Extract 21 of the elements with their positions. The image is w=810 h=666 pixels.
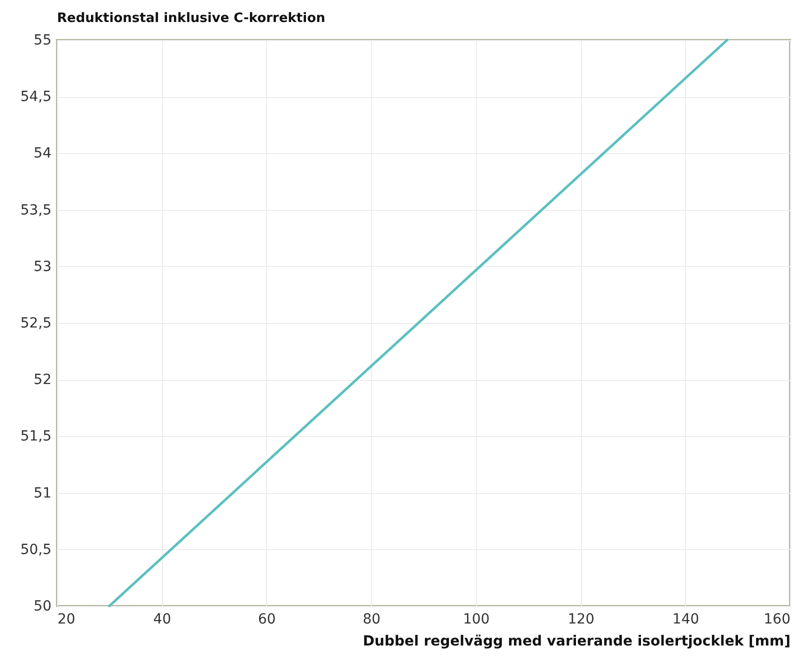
- y-tick-label: 53: [34, 258, 52, 275]
- chart-title: Reduktionstal inklusive C-korrektion: [57, 11, 326, 26]
- x-tick-label: 40: [153, 612, 172, 628]
- x-tick-label: 80: [362, 612, 381, 628]
- x-tick-label: 140: [672, 612, 700, 628]
- y-tick-label: 51,5: [20, 428, 52, 445]
- x-tick-label: 120: [568, 612, 594, 628]
- x-axis-title: Dubbel regelvägg med varierande isolertjocklek [mm]: [362, 634, 790, 650]
- x-tick-label: 20: [58, 612, 76, 628]
- y-tick-label: 54: [34, 146, 52, 162]
- y-tick-label: 52,5: [20, 316, 52, 332]
- y-tick-label: 55: [34, 32, 52, 48]
- x-tick-label: 100: [462, 612, 490, 628]
- y-tick-label: 52: [34, 372, 52, 388]
- y-tick-label: 50: [34, 598, 52, 614]
- y-tick-label: 53,5: [20, 202, 52, 218]
- y-tick-label: 51: [34, 485, 52, 502]
- x-tick-label: 160: [764, 612, 790, 628]
- x-tick-label: 60: [258, 612, 276, 628]
- y-tick-label: 50,5: [20, 542, 52, 558]
- y-tick-label: 54,5: [20, 89, 52, 106]
